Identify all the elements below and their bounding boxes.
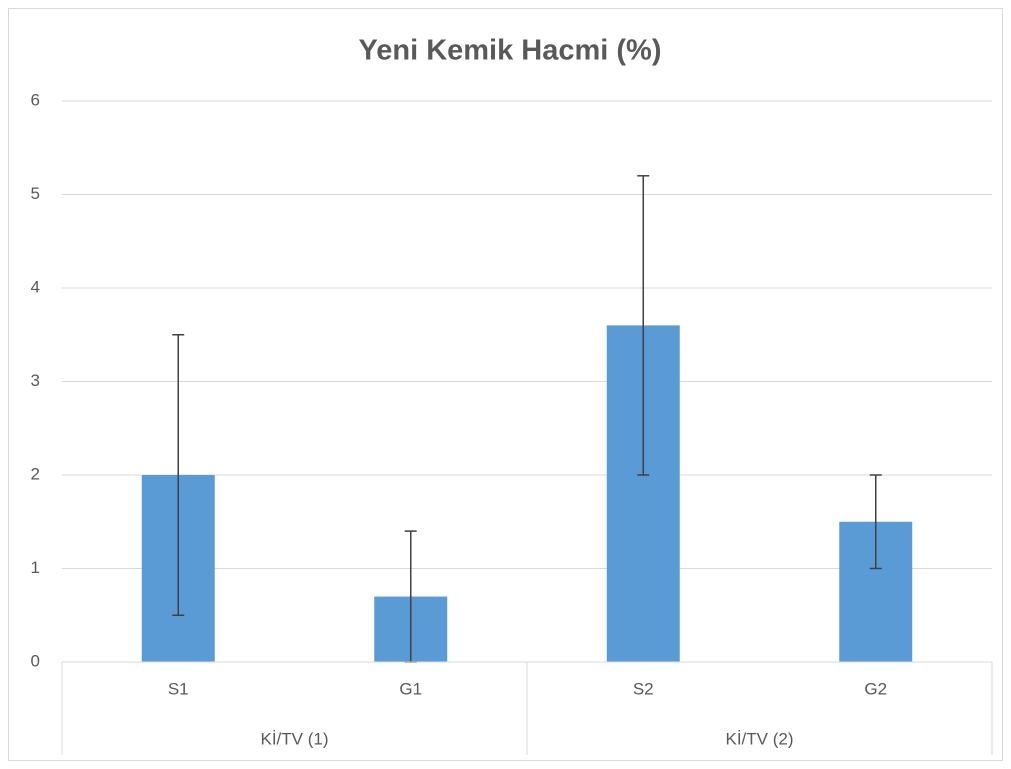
y-tick-label: 5 — [31, 184, 40, 203]
y-tick-label: 1 — [31, 558, 40, 577]
y-tick-label: 4 — [31, 277, 40, 296]
y-tick-label: 3 — [31, 371, 40, 390]
x-tick-label: G2 — [864, 679, 887, 698]
y-tick-label: 0 — [31, 651, 40, 670]
x-tick-label: S1 — [168, 679, 189, 698]
y-tick-label: 6 — [31, 90, 40, 109]
group-label: Kİ/TV (1) — [260, 729, 328, 748]
error-bar — [172, 334, 185, 616]
chart-title: Yeni Kemik Hacmi (%) — [359, 35, 662, 67]
y-tick-label: 2 — [31, 464, 40, 483]
x-tick-label: G1 — [399, 679, 422, 698]
group-label: Kİ/TV (2) — [725, 729, 793, 748]
error-bar — [637, 175, 650, 476]
x-tick-label: S2 — [633, 679, 654, 698]
error-bar — [869, 474, 882, 570]
